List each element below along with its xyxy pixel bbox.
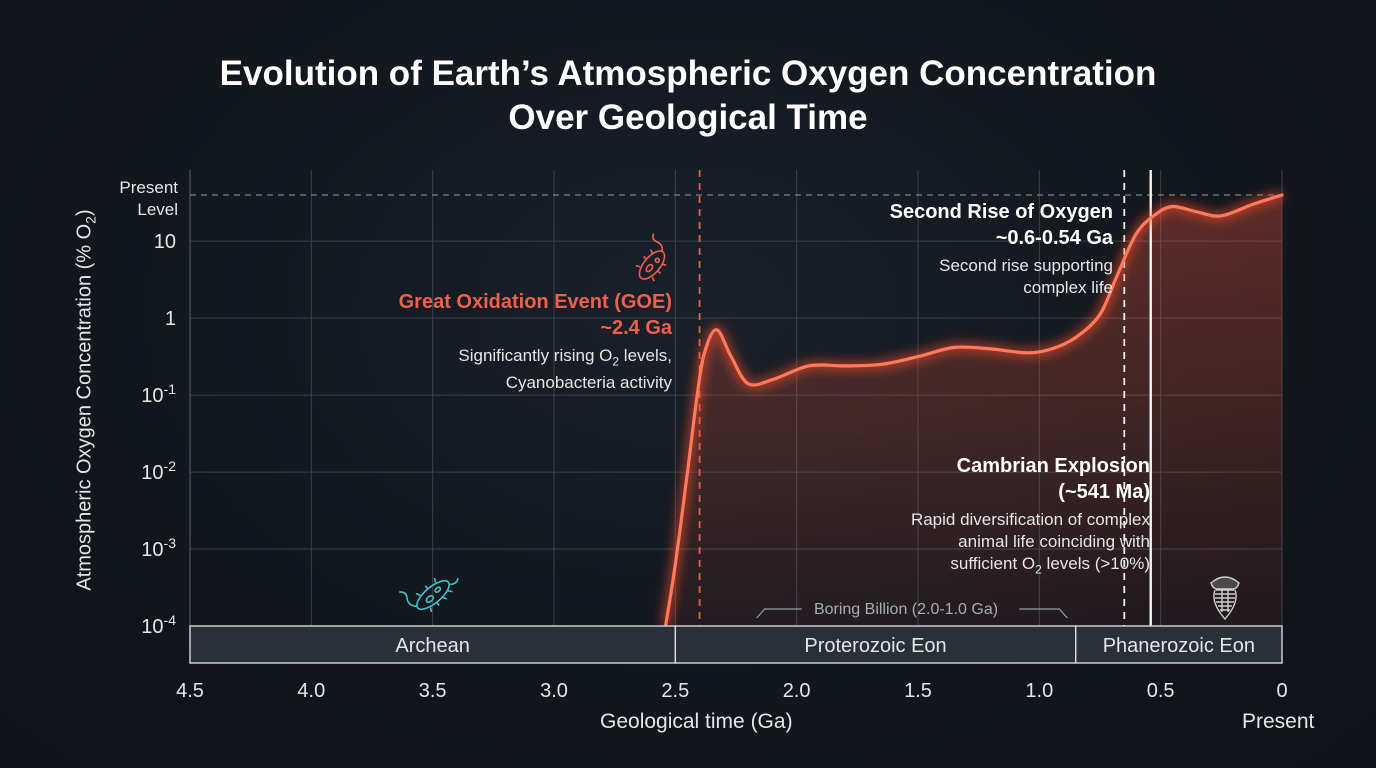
x-tick-label-3.0: 3.0 [540, 680, 568, 702]
second-rise-date: ~0.6-0.54 Ga [995, 227, 1113, 249]
cambrian-desc-2: animal life coinciding with [958, 532, 1150, 551]
trilobite-icon [1210, 576, 1240, 621]
second-rise-title: Second Rise of Oxygen [889, 201, 1113, 223]
y-tick-label--2: 10-2 [141, 458, 176, 484]
eon-label-0: Archean [395, 635, 470, 657]
x-axis-present-label: Present [1242, 710, 1315, 733]
x-tick-label-4.5: 4.5 [176, 680, 204, 702]
y-tick-label--4: 10-4 [141, 612, 176, 638]
x-tick-label-3.5: 3.5 [419, 680, 447, 702]
oxygen-curve [664, 193, 1284, 628]
goe-desc-2: Cyanobacteria activity [505, 373, 672, 393]
oxygen-area-fill [665, 195, 1282, 626]
boring-billion-label: Boring Billion (2.0-1.0 Ga) [814, 601, 998, 618]
axis-ticks: 4.5 4.0 3.5 3.0 2.5 2.0 1.5 1.0 0.5 0 10 1 10-1 10-2 1… [141, 231, 1287, 702]
x-tick-label-4.0: 4.0 [297, 680, 325, 702]
second-rise-desc-1: Second rise supporting [939, 256, 1113, 275]
eon-label-1: Proterozoic Eon [804, 635, 946, 657]
eon-segment-1 [674, 625, 1077, 664]
title-line-1: Evolution of Earth’s Atmospheric Oxygen … [219, 54, 1157, 93]
eon-bar: Archean Proterozoic Eon Phanerozoic Eon [189, 625, 1283, 664]
cambrian-date: (~541 Ma) [1058, 481, 1150, 503]
goe-date: ~2.4 Ga [600, 317, 672, 339]
bacterium-icon [399, 577, 459, 613]
boring-billion-bracket-left [756, 608, 802, 619]
chart-title: Evolution of Earth’s Atmospheric Oxygen … [0, 52, 1376, 140]
second-rise-desc-2: complex life [1023, 278, 1113, 297]
goe-title: Great Oxidation Event (GOE) [398, 291, 672, 313]
y-tick-label-1: 10 [154, 231, 176, 253]
cyanobacteria-icon [635, 233, 667, 282]
x-axis-title: Geological time (Ga) [600, 710, 793, 733]
x-tick-label-1.5: 1.5 [904, 680, 932, 702]
cambrian-desc-3: sufficient O2 levels (>10%) [950, 554, 1150, 577]
y-axis-title: Atmospheric Oxygen Concentration (% O2) [73, 209, 99, 591]
boring-billion: Boring Billion (2.0-1.0 Ga) [756, 601, 1068, 619]
goe-desc-1: Significantly rising O2 levels, [458, 346, 672, 369]
x-tick-label-0.5: 0.5 [1147, 680, 1175, 702]
x-tick-label-1.0: 1.0 [1025, 680, 1053, 702]
goe-annotation: Great Oxidation Event (GOE) ~2.4 Ga Sign… [300, 289, 672, 394]
x-tick-label-2.0: 2.0 [783, 680, 811, 702]
y-tick-label--3: 10-3 [141, 535, 176, 561]
second-rise-annotation: Second Rise of Oxygen ~0.6-0.54 Ga Secon… [800, 199, 1113, 299]
cambrian-annotation: Cambrian Explosion (~541 Ma) Rapid diver… [800, 453, 1150, 580]
y-tick-label-0: 1 [165, 308, 176, 330]
boring-billion-bracket-right [1019, 608, 1068, 619]
eon-segment-2 [1075, 625, 1283, 664]
cambrian-title: Cambrian Explosion [956, 455, 1150, 477]
x-tick-label-0: 0 [1276, 680, 1287, 702]
cambrian-desc-1: Rapid diversification of complex [910, 510, 1150, 529]
eon-label-2: Phanerozoic Eon [1103, 635, 1255, 657]
title-line-2: Over Geological Time [508, 98, 868, 137]
present-level-label: Present Level [119, 178, 178, 219]
x-tick-label-2.5: 2.5 [661, 680, 689, 702]
y-tick-label--1: 10-1 [141, 381, 176, 407]
